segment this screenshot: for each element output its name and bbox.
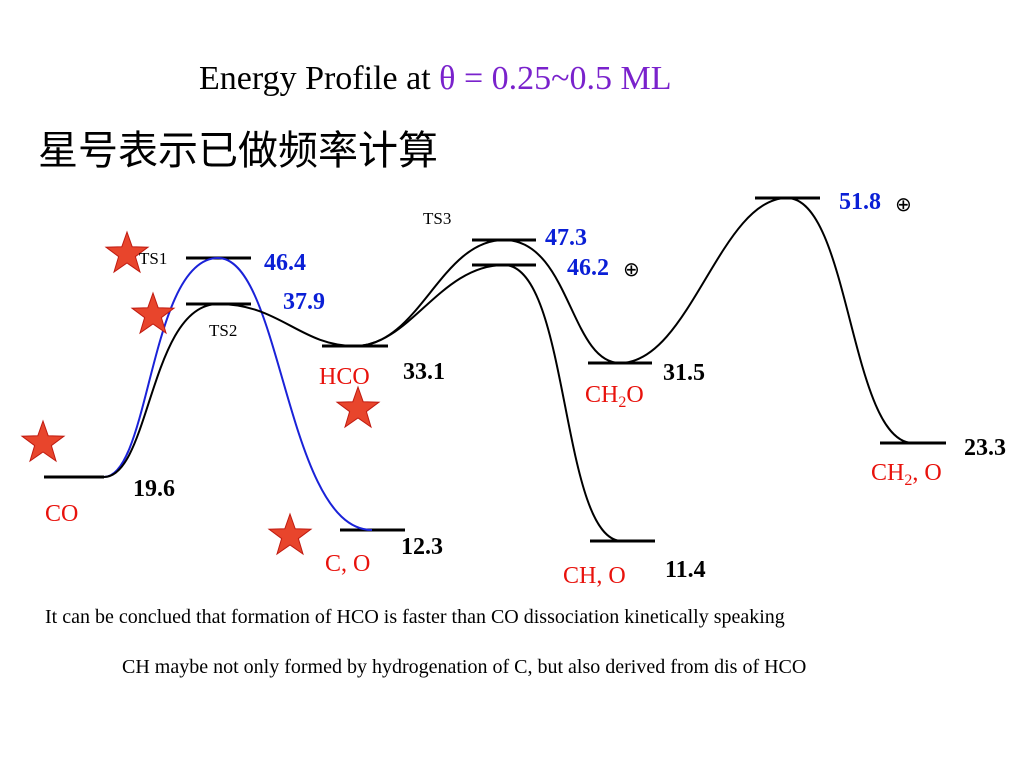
page-subtitle: 星号表示已做频率计算 (38, 128, 438, 174)
path-hco-ts3-ch2o (354, 238, 621, 364)
star-icon (268, 513, 312, 555)
energy-ts4: 46.2 (567, 255, 609, 281)
energy-ts1: 46.4 (264, 250, 306, 276)
path-ch2o-ts5-ch2-o (619, 196, 914, 444)
circle-plus-icon: ⊕ (895, 192, 912, 216)
conclusion-note-2: CH maybe not only formed by hydrogenatio… (122, 656, 807, 678)
species-ch2o: CH2O (585, 382, 644, 411)
energy-c-o: 12.3 (401, 534, 443, 560)
energy-levels (44, 196, 946, 543)
energy-ch2o: 31.5 (663, 360, 705, 386)
page-title: Energy Profile at θ = 0.25~0.5 ML (199, 60, 672, 98)
species-ch-o: CH, O (563, 563, 626, 589)
energy-ch-o: 11.4 (665, 557, 706, 583)
path-co-to-hco (103, 302, 356, 478)
energy-co: 19.6 (133, 476, 175, 502)
ts2-label: TS2 (209, 321, 237, 340)
title-prefix: Energy Profile at (199, 60, 440, 97)
species-co: CO (45, 501, 78, 527)
star-icon (21, 420, 65, 462)
energy-ts2: 37.9 (283, 289, 325, 315)
title-highlight: θ = 0.25~0.5 ML (439, 60, 672, 97)
energy-ts3: 47.3 (545, 225, 587, 251)
path-co-dissociation (103, 256, 373, 531)
energy-ch2-o: 23.3 (964, 435, 1006, 461)
energy-ts5: 51.8 (839, 189, 881, 215)
conclusion-note-1: It can be conclued that formation of HCO… (45, 606, 785, 628)
species-hco: HCO (319, 364, 370, 390)
circle-plus-icon: ⊕ (623, 257, 640, 281)
ts1-label: TS1 (139, 249, 167, 268)
path-hco-ts4-ch-o (354, 263, 623, 542)
ts3-label: TS3 (423, 209, 451, 228)
species-ch2-o: CH2, O (871, 460, 942, 489)
species-c-o: C, O (325, 551, 370, 577)
star-icon (336, 386, 380, 428)
star-icon (131, 292, 175, 334)
energy-hco: 33.1 (403, 359, 445, 385)
